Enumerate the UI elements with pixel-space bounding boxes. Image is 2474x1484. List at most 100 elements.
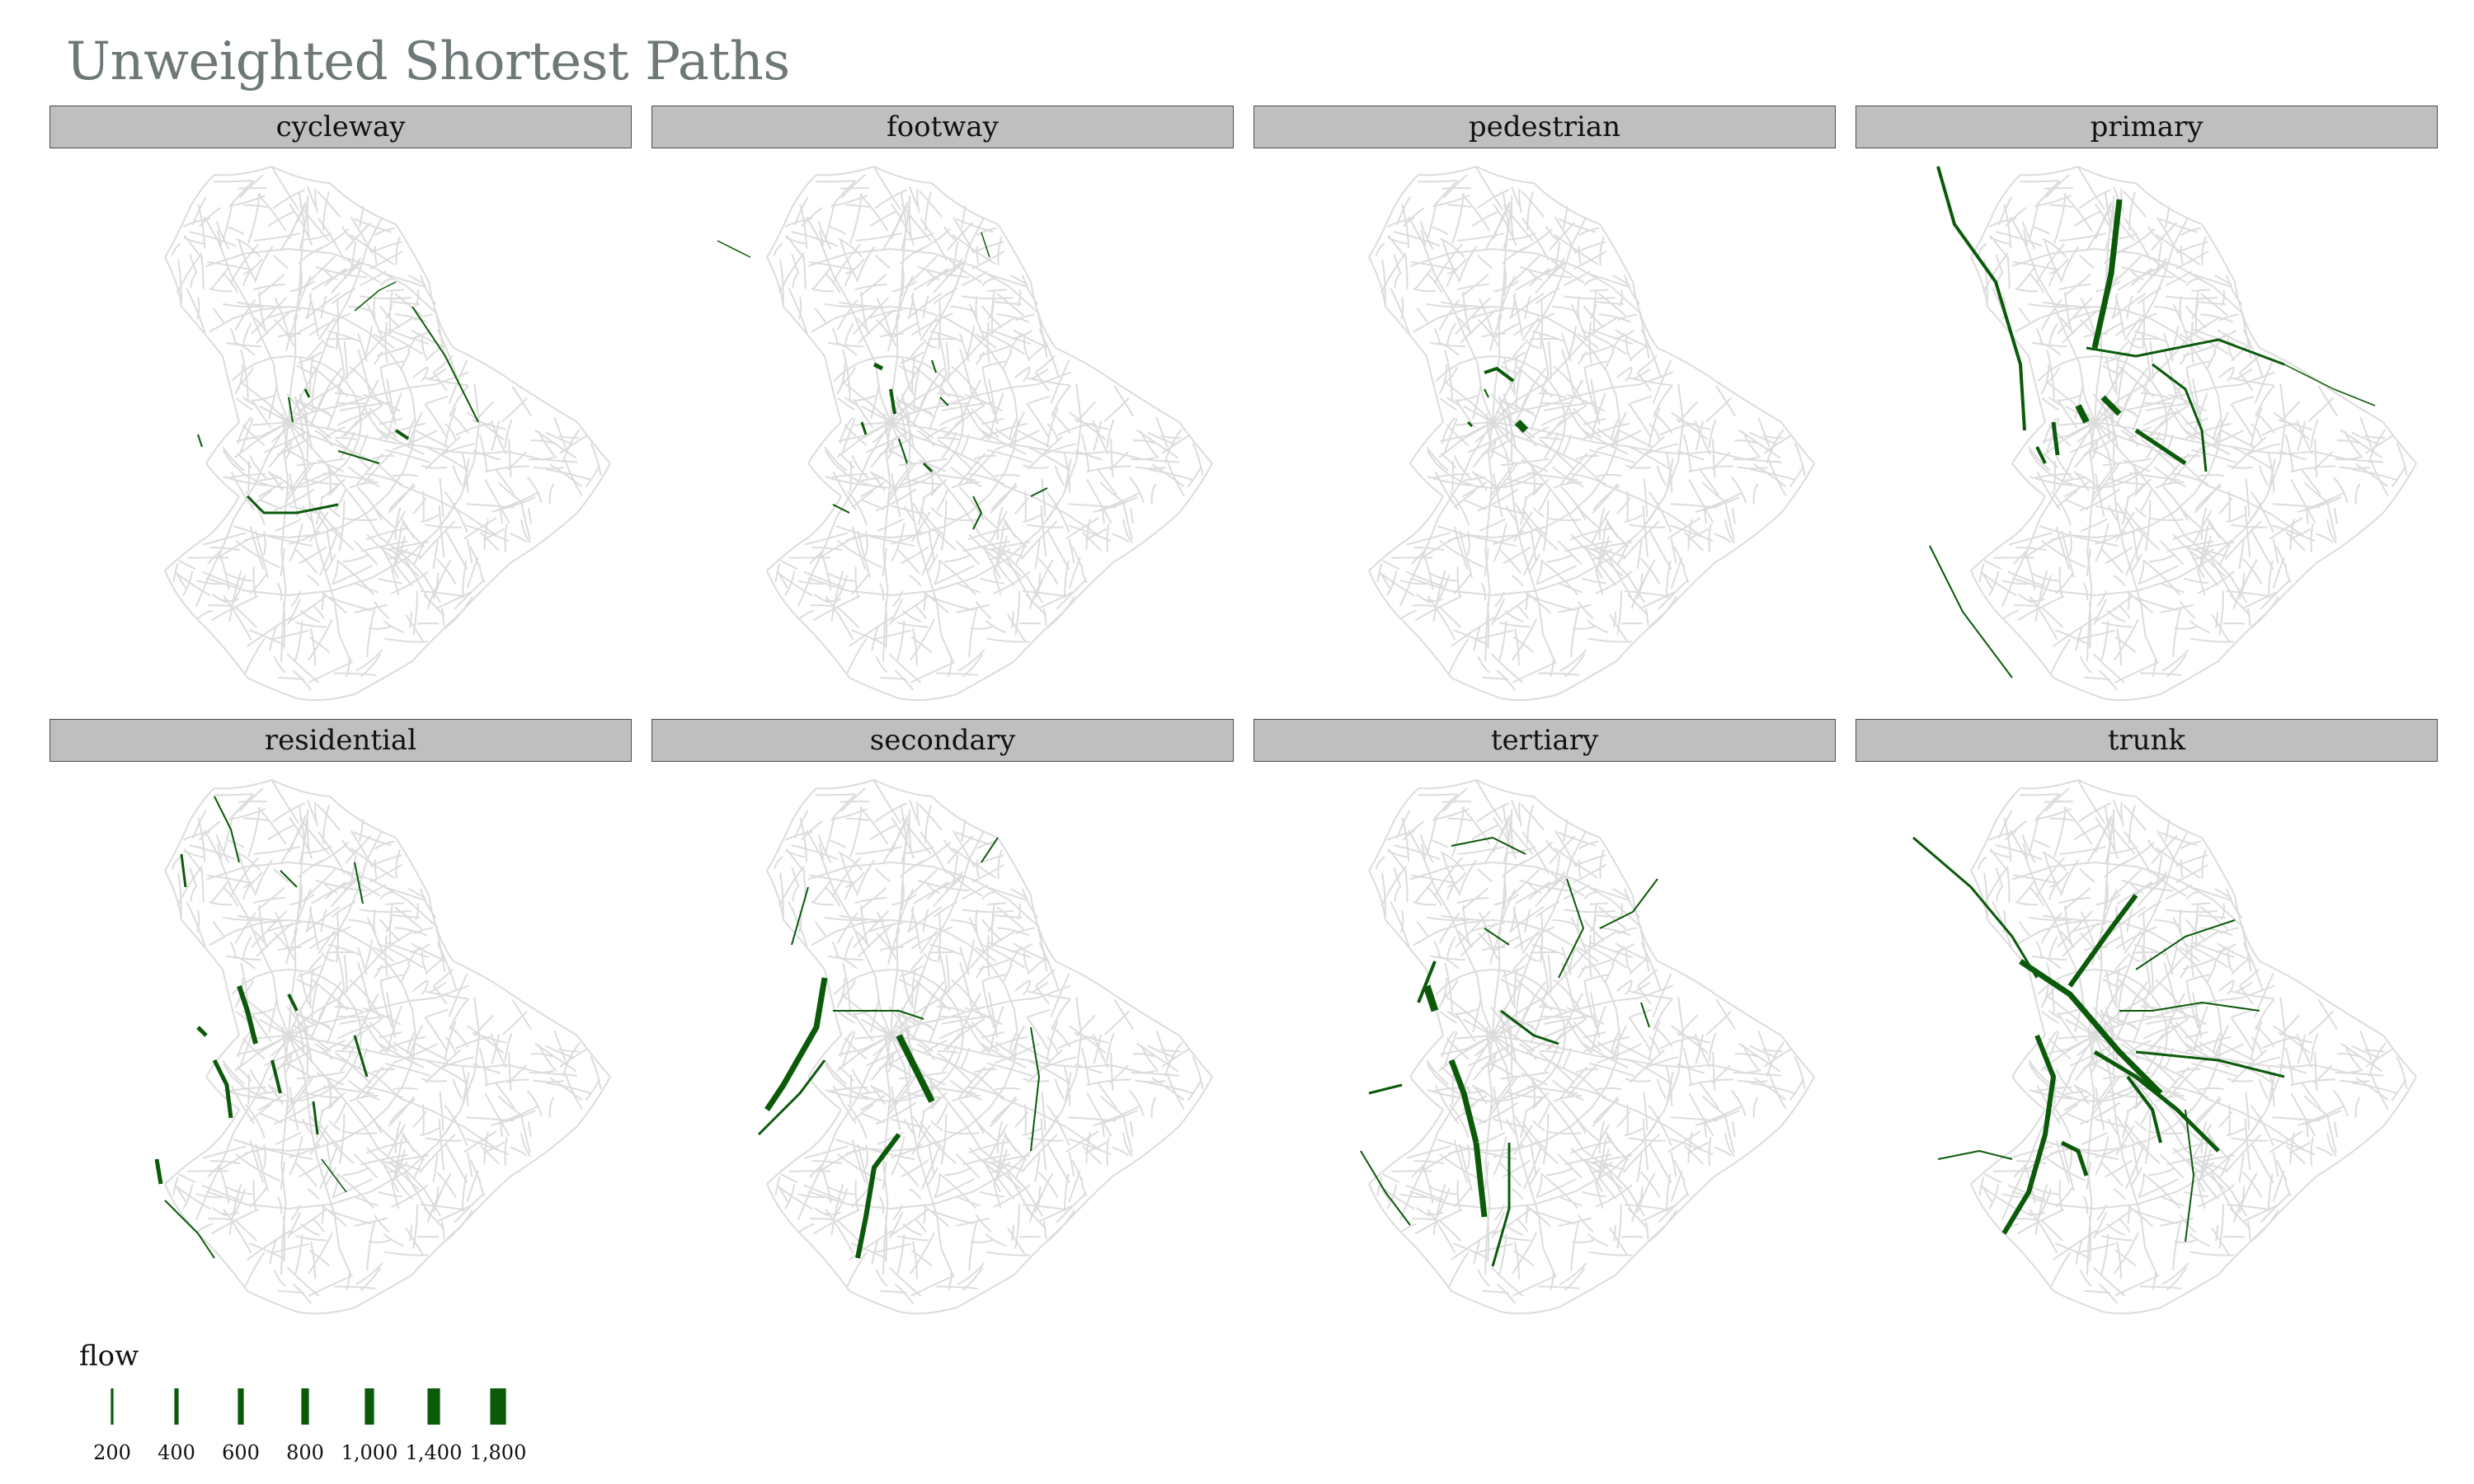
road-segment bbox=[848, 301, 863, 335]
road-segment bbox=[940, 970, 968, 998]
road-segment bbox=[438, 1118, 445, 1171]
road-segment bbox=[2134, 1120, 2147, 1131]
road-segment bbox=[1448, 638, 1470, 674]
road-segment bbox=[354, 1274, 413, 1308]
road-segment bbox=[1537, 463, 1550, 475]
road-segment bbox=[2244, 1118, 2251, 1171]
road-segment bbox=[353, 436, 360, 452]
road-segment bbox=[1037, 984, 1071, 999]
road-segment bbox=[2191, 902, 2211, 905]
road-segment bbox=[920, 1147, 940, 1190]
road-segment bbox=[2224, 1134, 2262, 1174]
road-segment bbox=[2160, 1274, 2219, 1308]
road-segment bbox=[374, 246, 378, 265]
road-segment bbox=[2037, 369, 2050, 382]
road-segment bbox=[208, 1218, 233, 1221]
road-segment bbox=[289, 201, 307, 240]
road-segment bbox=[988, 328, 1032, 345]
road-segment bbox=[1559, 1262, 1587, 1285]
road-segment bbox=[497, 481, 524, 505]
road-segment bbox=[1566, 510, 1584, 538]
road-segment bbox=[1981, 1185, 2017, 1210]
road-segment bbox=[256, 970, 273, 977]
road-segment bbox=[1502, 965, 1526, 978]
road-segment bbox=[922, 295, 929, 319]
road-segment bbox=[938, 299, 942, 350]
road-segment bbox=[836, 378, 844, 395]
road-segment bbox=[415, 430, 450, 448]
road-segment bbox=[957, 1066, 986, 1099]
road-segment bbox=[1487, 421, 1493, 454]
road-segment bbox=[995, 473, 1020, 477]
road-segment bbox=[2015, 317, 2040, 333]
road-segment bbox=[1537, 1076, 1550, 1088]
road-segment bbox=[1604, 350, 1615, 370]
road-segment bbox=[1122, 1113, 1133, 1153]
road-segment bbox=[1065, 1126, 1100, 1150]
road-segment bbox=[231, 1076, 244, 1088]
road-segment bbox=[1379, 1185, 1390, 1203]
road-segment bbox=[229, 243, 260, 284]
road-segment bbox=[2260, 579, 2291, 610]
road-segment bbox=[436, 496, 461, 531]
road-segment bbox=[838, 237, 863, 258]
road-segment bbox=[1653, 384, 1673, 417]
road-segment bbox=[433, 968, 454, 987]
road-segment bbox=[260, 919, 289, 924]
road-segment bbox=[553, 1030, 567, 1061]
road-segment bbox=[171, 856, 181, 870]
road-segment bbox=[233, 483, 256, 519]
road-segment bbox=[2035, 941, 2043, 958]
road-segment bbox=[2267, 561, 2318, 613]
road-segment bbox=[412, 421, 416, 448]
road-segment bbox=[308, 636, 331, 654]
flow-routes bbox=[154, 796, 369, 1259]
road-segment bbox=[391, 571, 429, 594]
road-segment bbox=[2231, 1049, 2267, 1083]
road-segment bbox=[820, 242, 835, 276]
road-segment bbox=[1626, 491, 1629, 522]
road-segment bbox=[260, 1147, 289, 1152]
road-segment bbox=[208, 604, 233, 608]
road-segment bbox=[944, 553, 972, 563]
road-segment bbox=[2214, 274, 2232, 286]
flow-segment bbox=[394, 429, 410, 440]
road-segment bbox=[2138, 559, 2145, 585]
road-segment bbox=[2189, 637, 2234, 643]
road-segment bbox=[803, 1184, 842, 1201]
road-segment bbox=[369, 501, 397, 529]
road-segment bbox=[1394, 272, 1402, 289]
road-segment bbox=[1413, 901, 1437, 906]
road-segment bbox=[1444, 994, 1472, 1017]
road-segment bbox=[1537, 672, 1580, 676]
road-segment bbox=[1493, 201, 1511, 240]
road-segment bbox=[304, 1026, 309, 1075]
road-segment bbox=[911, 627, 918, 666]
road-segment bbox=[890, 1035, 929, 1043]
road-segment bbox=[2029, 815, 2039, 852]
road-segment bbox=[1523, 362, 1539, 372]
road-segment bbox=[858, 922, 896, 957]
road-segment bbox=[890, 248, 934, 255]
road-segment bbox=[1109, 1064, 1129, 1084]
road-segment bbox=[2168, 510, 2186, 538]
road-segment bbox=[1577, 600, 1594, 619]
road-segment bbox=[935, 601, 943, 636]
road-segment bbox=[1017, 903, 1022, 920]
road-segment bbox=[370, 387, 409, 397]
road-segment bbox=[882, 519, 887, 552]
road-segment bbox=[1562, 407, 1566, 423]
road-segment bbox=[205, 1035, 240, 1078]
road-segment bbox=[878, 1195, 885, 1214]
road-segment bbox=[344, 1033, 359, 1050]
road-segment bbox=[386, 942, 430, 958]
road-segment bbox=[1636, 371, 1652, 392]
road-segment bbox=[943, 839, 957, 855]
road-segment bbox=[2034, 793, 2061, 822]
road-segment bbox=[1625, 1078, 1651, 1082]
road-segment bbox=[2168, 393, 2207, 412]
road-segment bbox=[856, 246, 876, 283]
road-segment bbox=[252, 284, 285, 291]
road-segment bbox=[296, 978, 313, 988]
road-segment bbox=[2034, 180, 2061, 209]
